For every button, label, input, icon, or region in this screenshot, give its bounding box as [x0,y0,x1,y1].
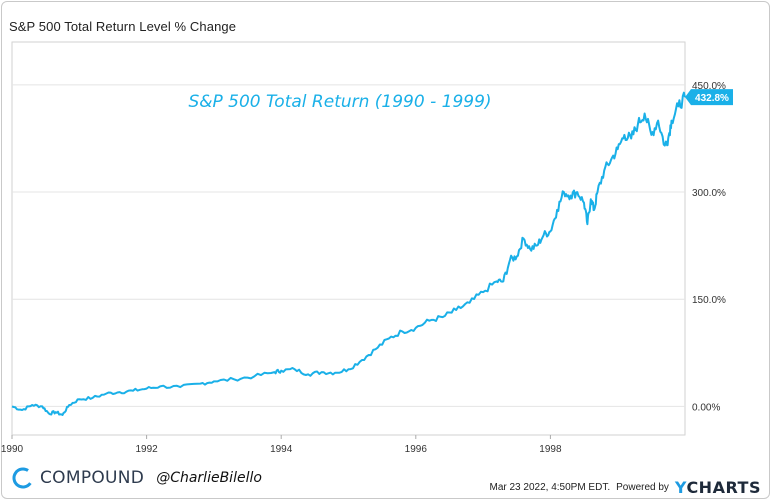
x-tick-label: 1996 [405,444,428,455]
y-tick-label: 450.0% [692,81,726,92]
y-axis: 0.00% 150.0% 300.0% 450.0% [692,81,726,414]
y-tick-label: 300.0% [692,188,726,199]
y-tick-label: 0.00% [692,402,720,413]
plot-area-border [11,41,686,436]
compound-logo-icon [12,467,34,489]
twitter-handle: @CharlieBilello [156,470,262,486]
x-axis: 1990 1992 1994 1996 1998 [1,435,562,455]
powered-by-label: Powered by [616,482,669,493]
y-tick-label: 150.0% [692,295,726,306]
ycharts-logo-y: Y [674,478,687,497]
x-tick-label: 1992 [135,444,158,455]
grid-lines [12,84,685,407]
last-value-label: 432.8% [695,93,729,104]
chart-annotation: S&P 500 Total Return (1990 - 1999) [188,92,491,112]
x-tick-label: 1990 [1,444,24,455]
brand-name: COMPOUND [40,468,145,488]
series-line [11,91,686,416]
x-tick-label: 1998 [539,444,562,455]
ycharts-logo-text: CHARTS [686,478,761,497]
chart-title: S&P 500 Total Return Level % Change [9,19,237,34]
timestamp: Mar 23 2022, 4:50PM EDT. [489,482,611,493]
compound-brand: COMPOUND @CharlieBilello [12,466,262,490]
footer-attribution: Mar 23 2022, 4:50PM EDT. Powered by YCHA… [489,478,761,497]
ycharts-logo: YCHARTS [675,478,761,497]
x-tick-label: 1994 [270,444,293,455]
last-value-badge-bg [685,89,733,106]
last-value-badge: 432.8% [685,89,733,106]
